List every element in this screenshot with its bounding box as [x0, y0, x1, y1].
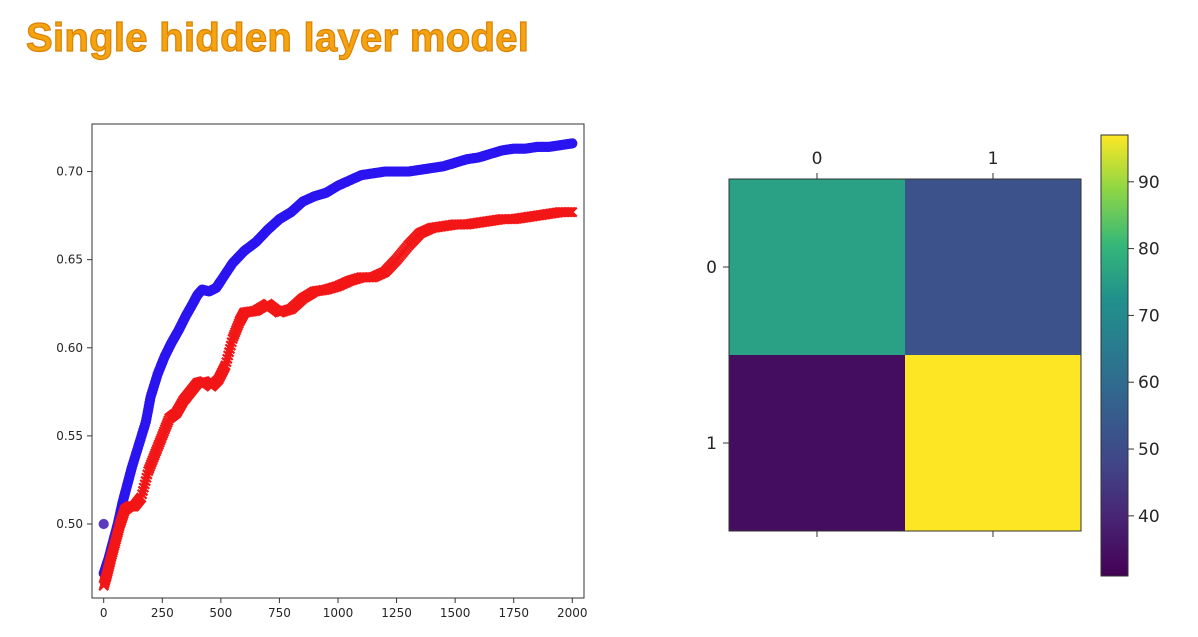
y-tick-label: 0.55 [56, 429, 83, 443]
heatmap-col-label: 0 [812, 149, 823, 169]
y-tick-label: 0.70 [56, 165, 83, 179]
x-tick-label: 1750 [498, 606, 529, 620]
colorbar-tick-label: 60 [1138, 373, 1160, 393]
heatmap-chart: 0 1 0 1 40 50 60 70 80 90 [706, 134, 1160, 577]
scatter-point [98, 518, 109, 530]
colorbar-tick-label: 80 [1138, 240, 1160, 260]
colorbar-tick-label: 70 [1138, 306, 1160, 326]
colorbar [1100, 134, 1129, 577]
x-tick-label: 500 [209, 606, 232, 620]
scatter-point [567, 206, 578, 218]
y-tick-label: 0.60 [56, 341, 83, 355]
x-tick-label: 2000 [557, 606, 588, 620]
heatmap-cell [905, 179, 1081, 355]
x-tick-label: 0 [100, 606, 108, 620]
heatmap-row-label: 0 [706, 258, 717, 278]
heatmap-row-label: 1 [706, 434, 717, 454]
heatmap-col-label: 1 [988, 149, 999, 169]
heatmap-cell [905, 355, 1081, 531]
heatmap-cell [729, 355, 905, 531]
scatter-chart: 0.50 0.55 0.60 0.65 0.70 0 250 500 750 1000 1250 15… [56, 123, 588, 620]
colorbar-tick-label: 50 [1138, 440, 1160, 460]
scatter-point [567, 138, 578, 149]
y-tick-label: 0.50 [56, 517, 83, 531]
x-tick-label: 750 [268, 606, 291, 620]
slide-title: Single hidden layer model [25, 15, 530, 60]
x-tick-label: 250 [151, 606, 174, 620]
x-tick-label: 1000 [323, 606, 354, 620]
colorbar-tick-label: 90 [1138, 173, 1160, 193]
x-tick-label: 1250 [381, 606, 412, 620]
x-tick-label: 1500 [440, 606, 471, 620]
heatmap-cell [729, 179, 905, 355]
heatmap-frame [728, 178, 1082, 532]
colorbar-tick-label: 40 [1138, 507, 1160, 527]
y-tick-label: 0.65 [56, 253, 83, 267]
